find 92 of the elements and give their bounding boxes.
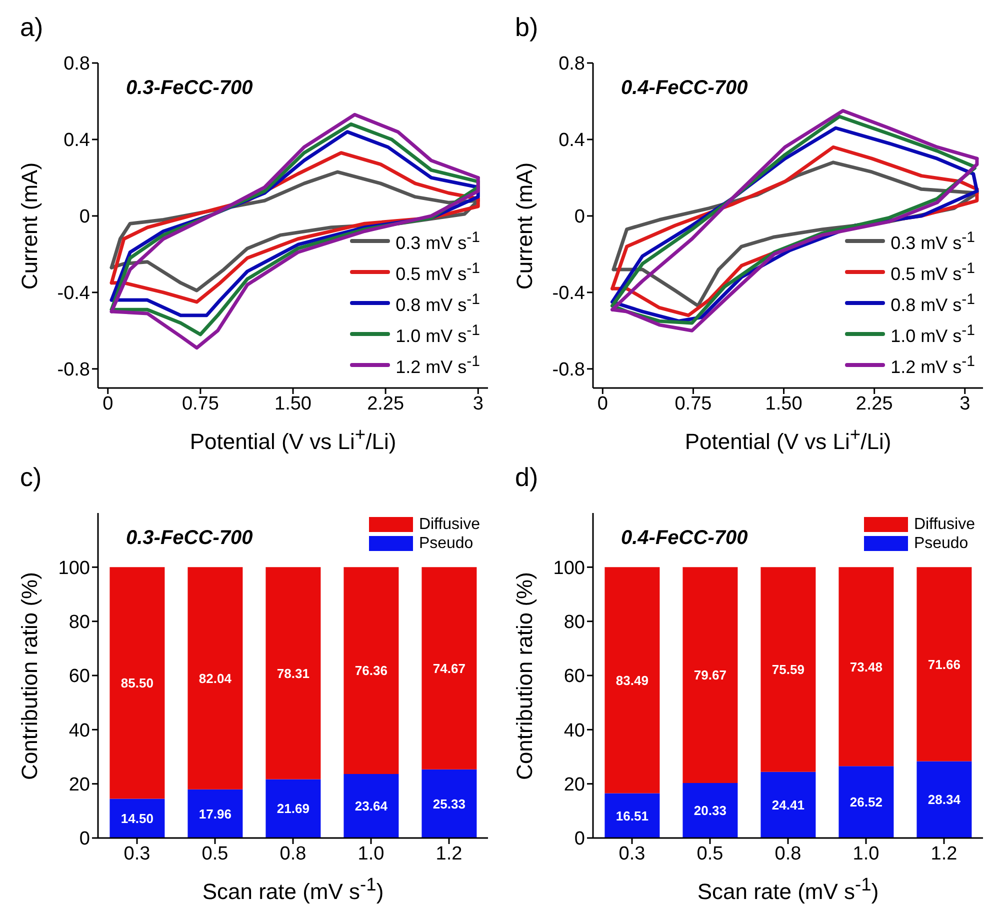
y-tick-label: 0.4 [64,130,90,152]
data-label: 25.33 [432,796,466,812]
y-tick-label: 0.8 [558,54,585,75]
data-label: 82.04 [198,670,232,686]
y-axis-title: Contribution ratio (%) [17,572,42,780]
y-axis-title: Contribution ratio (%) [512,572,537,780]
data-label: 79.67 [694,668,726,683]
x-tick-label: 0.3 [124,843,150,864]
text: 0.4-FeCC-700 [621,527,748,549]
data-label: 74.67 [432,660,466,676]
data-label: 24.41 [772,798,804,813]
legend-label: 0.3 mV s$^{-1}$ [890,228,975,255]
data-label: 76.36 [354,663,388,678]
y-tick-label: 0 [79,828,90,850]
legend-label: 0.8 mV s$^{-1}$ [890,290,975,317]
y-tick-label: 0.8 [64,54,90,75]
y-tick-label: 80 [564,612,585,634]
y-axis-title: Current (mA) [17,162,42,290]
x-tick-label: 0 [102,393,114,414]
x-tick-label: 1.2 [436,843,462,864]
y-tick-label: 40 [68,720,90,742]
x-tick-label: 0.75 [182,393,219,414]
x-tick-label: 2.25 [367,393,404,414]
x-tick-label: 3 [472,393,484,414]
y-tick-label: 20 [68,774,90,796]
y-tick-label: 60 [564,666,585,688]
data-label: 17.96 [198,806,232,822]
data-label: 21.69 [276,801,310,816]
legend-label: Diffusive [418,516,480,533]
legend-label: 1.0 mV s$^{-1}$ [890,321,975,348]
x-tick-label: 1.50 [765,393,802,414]
legend-label: 0.5 mV s$^{-1}$ [396,259,480,286]
text: a) [20,12,44,42]
x-tick-label: 0 [597,393,608,414]
y-tick-label: 0 [574,828,585,850]
y-tick-label: 60 [68,666,90,688]
x-axis-title: Potential (V vs Li$^{+}$/Li) [190,424,396,454]
legend-label: Pseudo [418,535,474,552]
data-label: 85.50 [120,676,154,691]
x-axis-title: Potential (V vs Li$^{+}$/Li) [684,424,892,454]
legend-label: 0.8 mV s$^{-1}$ [396,290,480,317]
data-label: 16.51 [616,808,648,824]
text: 0.3-FeCC-700 [126,527,253,549]
data-label: 28.34 [928,792,962,808]
y-tick-label: 0.4 [558,130,586,152]
legend-label: Diffusive [914,516,975,533]
y-tick-label: 80 [68,612,90,634]
x-axis-title: Scan rate (mV s$^{-1}$) [202,874,384,904]
text: 0.3-FeCC-700 [126,77,253,99]
y-tick-label: 100 [58,558,90,579]
data-label: 73.48 [850,659,882,674]
data-label: 23.64 [354,798,388,814]
data-label: 20.33 [694,803,726,818]
y-axis-title: Current (mA) [512,162,537,290]
text: 0.4-FeCC-700 [621,77,748,99]
y-tick-label: 20 [564,774,585,796]
data-label: 78.31 [276,666,310,681]
data-label: 71.66 [928,656,960,672]
legend-label: 1.2 mV s$^{-1}$ [890,352,975,379]
y-tick-label: 0 [79,206,90,228]
x-tick-label: 2.25 [856,393,893,414]
data-label: 75.59 [772,662,804,678]
x-tick-label: 0.8 [774,843,802,864]
y-tick-label: -0.8 [552,360,585,381]
data-label: 26.52 [850,794,882,810]
data-label: 14.50 [120,810,154,826]
x-tick-label: 0.5 [696,843,724,864]
x-tick-label: 0.8 [280,843,306,864]
legend-label: 1.0 mV s$^{-1}$ [396,321,480,348]
x-tick-label: 1.2 [930,843,958,864]
y-tick-label: 100 [553,558,585,579]
legend-label: 0.5 mV s$^{-1}$ [890,259,975,286]
legend-label: 0.3 mV s$^{-1}$ [396,228,480,255]
x-axis-title: Scan rate (mV s$^{-1}$) [697,874,879,904]
legend-label: 1.2 mV s$^{-1}$ [396,352,480,379]
x-tick-label: 3 [960,393,970,414]
y-tick-label: -0.4 [57,283,90,304]
x-tick-label: 0.75 [674,393,712,414]
x-tick-label: 0.5 [202,843,228,864]
y-tick-label: 0 [574,206,585,228]
legend-label: Pseudo [914,535,968,552]
text: d) [515,462,538,492]
x-tick-label: 1.50 [274,393,312,414]
y-tick-label: -0.4 [552,283,586,304]
x-tick-label: 1.0 [852,843,880,864]
x-tick-label: 1.0 [358,843,384,864]
y-tick-label: -0.8 [57,360,90,381]
x-tick-label: 0.3 [618,843,646,864]
data-label: 83.49 [616,672,648,688]
text: c) [20,462,42,492]
y-tick-label: 40 [564,720,585,742]
text: b) [515,12,538,42]
